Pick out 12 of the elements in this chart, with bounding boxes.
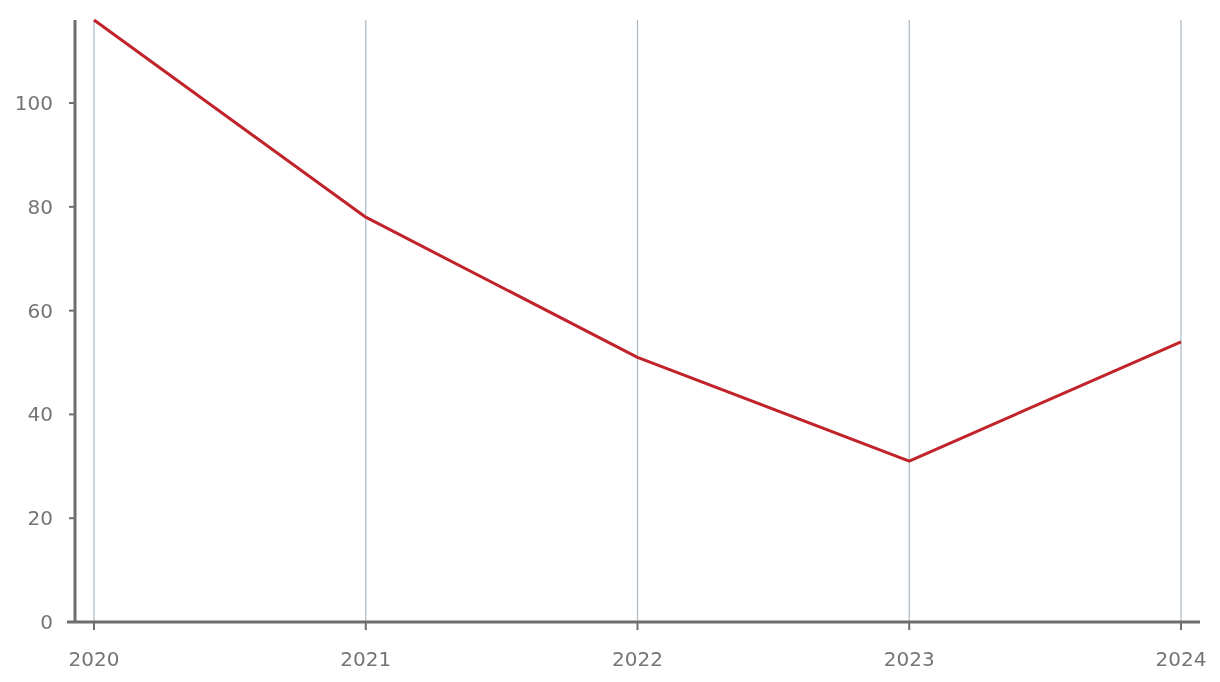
y-tick-label: 60 bbox=[27, 298, 53, 323]
y-tick-label: 20 bbox=[27, 506, 53, 531]
x-tick-label: 2023 bbox=[883, 647, 935, 671]
x-tick-label: 2024 bbox=[1155, 647, 1207, 671]
x-tick-label: 2020 bbox=[68, 647, 120, 671]
x-tick-label: 2021 bbox=[340, 647, 392, 671]
y-tick-label: 80 bbox=[27, 194, 53, 219]
y-tick-label: 40 bbox=[27, 402, 53, 427]
y-tick-label: 0 bbox=[40, 610, 53, 634]
line-series bbox=[92, 18, 1183, 463]
y-tick-label: 100 bbox=[14, 91, 53, 116]
x-tick-label: 2022 bbox=[612, 647, 663, 671]
